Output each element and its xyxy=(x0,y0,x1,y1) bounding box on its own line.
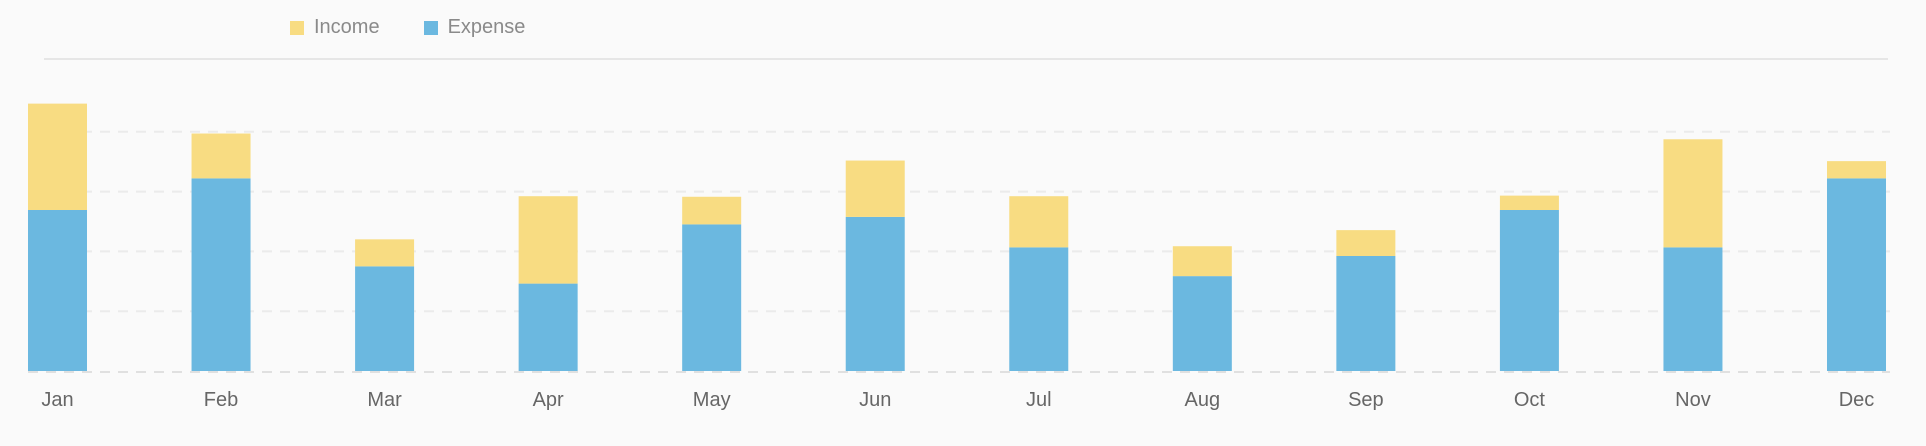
bar-expense-jun xyxy=(845,216,905,371)
bar-income-sep xyxy=(1336,230,1396,256)
x-tick-label: Aug xyxy=(1185,389,1221,411)
bar-income-jun xyxy=(845,160,905,217)
bar-expense-jul xyxy=(1009,247,1069,371)
x-tick-label: Apr xyxy=(533,389,564,411)
bar-income-aug xyxy=(1172,246,1232,277)
bar-income-mar xyxy=(355,239,415,267)
bar-expense-may xyxy=(682,224,742,371)
x-tick-label: Dec xyxy=(1839,389,1875,411)
bar-income-dec xyxy=(1827,161,1886,179)
x-tick-label: Jun xyxy=(859,389,891,411)
income-swatch xyxy=(290,20,304,35)
bar-expense-nov xyxy=(1663,247,1723,371)
bar-income-oct xyxy=(1499,195,1559,210)
legend-divider xyxy=(44,58,1888,60)
bar-income-apr xyxy=(518,196,578,284)
bar-income-nov xyxy=(1663,139,1723,248)
bar-income-jan xyxy=(28,103,87,210)
bar-expense-dec xyxy=(1827,178,1886,371)
legend-expense-label: Expense xyxy=(447,16,526,38)
legend: Income Expense xyxy=(290,16,525,39)
legend-item-expense[interactable]: Expense xyxy=(423,16,526,39)
x-tick-label: Sep xyxy=(1348,389,1384,411)
bar-expense-jan xyxy=(28,210,87,371)
x-tick-label: Oct xyxy=(1514,389,1546,411)
bar-income-may xyxy=(682,196,742,225)
bar-expense-apr xyxy=(518,283,578,371)
bar-expense-oct xyxy=(1499,210,1559,371)
bar-income-jul xyxy=(1009,196,1069,248)
x-tick-label: Jan xyxy=(41,389,73,411)
bar-expense-sep xyxy=(1336,256,1396,371)
x-tick-label: Nov xyxy=(1675,389,1711,411)
legend-item-income[interactable]: Income xyxy=(290,16,380,39)
legend-income-label: Income xyxy=(314,16,380,38)
bar-expense-aug xyxy=(1172,276,1232,371)
expense-swatch xyxy=(423,20,438,35)
x-tick-label: Feb xyxy=(204,389,238,411)
x-tick-label: May xyxy=(693,389,731,411)
x-tick-label: Jul xyxy=(1026,389,1052,411)
bar-income-feb xyxy=(191,133,251,179)
bar-expense-mar xyxy=(355,266,415,371)
bar-expense-feb xyxy=(191,178,251,371)
x-tick-label: Mar xyxy=(367,389,402,411)
